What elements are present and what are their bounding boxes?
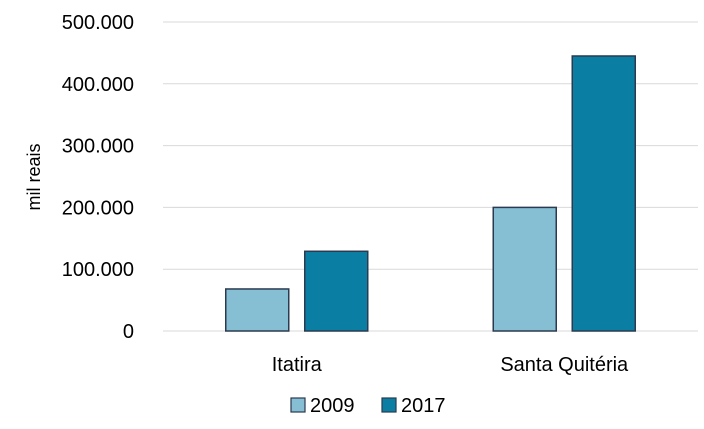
legend-swatch <box>290 397 306 413</box>
bar-2017-itatira <box>304 250 369 332</box>
legend-swatch <box>381 397 397 413</box>
bar-2009-itatira <box>225 288 290 332</box>
y-tick-label: 400.000 <box>62 74 134 96</box>
legend: 2009 2017 <box>290 395 446 417</box>
y-tick-label: 500.000 <box>62 12 134 34</box>
legend-label: 2017 <box>401 395 446 417</box>
bars <box>225 55 636 332</box>
y-tick-label: 300.000 <box>62 136 134 158</box>
x-axis-ticks: Itatira Santa Quitéria <box>272 354 629 376</box>
y-axis-label: mil reais <box>24 143 44 210</box>
y-tick-label: 100.000 <box>62 259 134 281</box>
x-tick-label: Itatira <box>272 354 323 376</box>
y-tick-label: 0 <box>123 321 134 343</box>
x-tick-label: Santa Quitéria <box>500 354 629 376</box>
y-tick-label: 200.000 <box>62 197 134 219</box>
legend-label: 2009 <box>310 395 355 417</box>
bar-2009-santa-quitéria <box>492 206 557 332</box>
bar-2017-santa-quitéria <box>571 55 636 332</box>
y-axis-ticks: 0 100.000 200.000 300.000 400.000 500.000 <box>62 12 134 343</box>
